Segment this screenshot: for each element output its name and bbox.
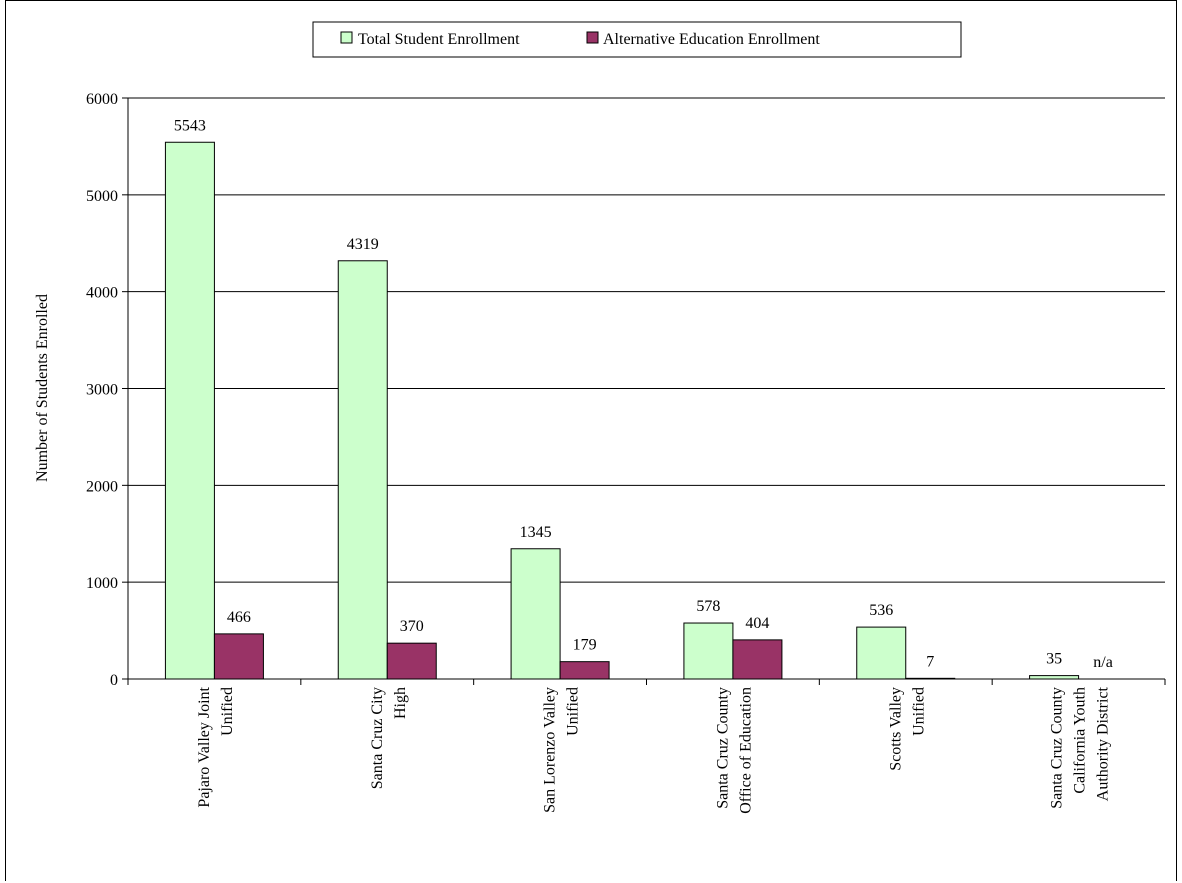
data-label-alternative: 370 (400, 618, 424, 635)
legend-swatch-total (340, 31, 353, 44)
bar-total (510, 548, 561, 680)
data-label-alternative: 466 (227, 609, 251, 626)
data-label-total: 5543 (174, 117, 206, 134)
y-tick-label: 5000 (86, 188, 118, 205)
gridlines (128, 97, 1165, 583)
bar-total (337, 260, 388, 680)
data-label-total: 1345 (520, 524, 552, 541)
x-tick-label: Santa Cruz County (714, 687, 731, 809)
bar-alternative (386, 642, 437, 680)
data-label-total: 4319 (347, 236, 379, 253)
bar-alternative (732, 639, 783, 680)
bar-total (1029, 675, 1080, 680)
data-label-total: 536 (869, 602, 893, 619)
legend-label-total: Total Student Enrollment (358, 31, 520, 48)
x-tick-label: Santa Cruz City (369, 687, 386, 789)
x-tick-label: Authority District (1095, 686, 1112, 801)
data-label-total: 35 (1046, 651, 1062, 668)
y-tick-label: 2000 (86, 478, 118, 495)
data-label-alternative: n/a (1093, 654, 1113, 671)
legend-box (312, 21, 962, 58)
y-axis-label: Number of Students Enrolled (34, 294, 51, 482)
x-tick-label: Santa Cruz County (1049, 687, 1066, 809)
y-tick-label: 3000 (86, 382, 118, 399)
x-tick-label: California Youth (1072, 687, 1089, 794)
data-labels: 5543 466 4319 370 1345 179 578 404 536 7 35 n/a (174, 117, 1113, 671)
data-label-alternative: 179 (573, 637, 597, 654)
data-label-total: 578 (696, 598, 720, 615)
y-tick-label: 6000 (86, 91, 118, 108)
bar-alternative (559, 661, 610, 680)
x-tick-label: Unified (219, 687, 236, 736)
axes (127, 98, 1165, 680)
bar-total (683, 622, 734, 680)
y-axis-ticks: 0 1000 2000 3000 4000 5000 6000 (86, 91, 128, 689)
x-tick-label: Scotts Valley (887, 687, 904, 771)
x-tick-label: Pajaro Valley Joint (196, 686, 213, 807)
y-tick-label: 4000 (86, 285, 118, 302)
legend-label-alternative: Alternative Education Enrollment (603, 31, 820, 48)
data-label-alternative: 404 (745, 615, 769, 632)
x-tick-label: San Lorenzo Valley (542, 687, 559, 813)
x-tick-label: Office of Education (737, 687, 754, 814)
legend-swatch-alternative (586, 31, 599, 44)
data-label-alternative: 7 (926, 653, 934, 670)
bars (164, 141, 1080, 680)
x-tick-label: Unified (910, 687, 927, 736)
chart-frame (5, 0, 1177, 881)
x-tick-label: High (392, 687, 409, 719)
bar-total (164, 141, 215, 680)
legend: Total Student Enrollment Alternative Edu… (312, 21, 962, 58)
bar-total (856, 626, 907, 680)
y-tick-label: 1000 (86, 575, 118, 592)
y-tick-label: 0 (110, 672, 118, 689)
x-axis-ticks: Pajaro Valley Joint Unified Santa Cruz Cit… (127, 679, 1166, 814)
x-tick-label: Unified (565, 687, 582, 736)
bar-alternative (213, 633, 264, 680)
